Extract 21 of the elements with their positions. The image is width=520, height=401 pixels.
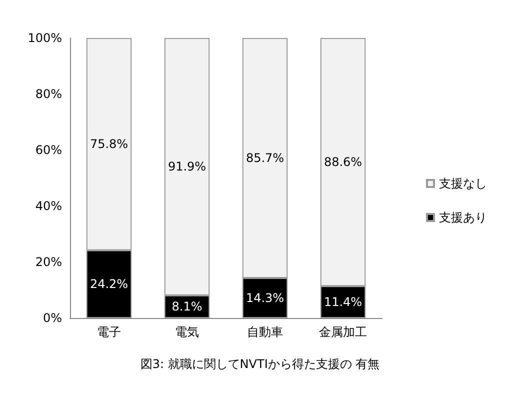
data-label: 91.9% bbox=[168, 160, 206, 174]
data-label: 11.4% bbox=[324, 295, 362, 310]
y-tick-label: 20% bbox=[35, 255, 62, 269]
y-tick-label: 80% bbox=[35, 87, 62, 101]
data-label: 75.8% bbox=[90, 137, 128, 152]
legend-label: 支援あり bbox=[439, 210, 487, 224]
y-tick-label: 40% bbox=[35, 199, 62, 213]
x-tick-label: 金属加工 bbox=[319, 325, 367, 339]
y-tick-label: 60% bbox=[35, 143, 62, 157]
y-tick-label: 100% bbox=[28, 31, 62, 45]
x-tick-label: 電子 bbox=[97, 325, 121, 339]
text: 図3: 就職に関してNVTIから得た支援の 有無 bbox=[140, 357, 380, 371]
y-tick-label: 0% bbox=[42, 311, 62, 325]
legend-label: 支援なし bbox=[439, 176, 487, 190]
x-tick-label: 自動車 bbox=[247, 325, 283, 339]
data-label: 24.2% bbox=[90, 277, 128, 292]
x-tick-label: 電気 bbox=[175, 325, 199, 339]
data-label: 88.6% bbox=[324, 155, 362, 170]
data-label: 8.1% bbox=[172, 300, 202, 314]
data-label: 85.7% bbox=[246, 150, 284, 165]
data-label: 14.3% bbox=[246, 290, 284, 305]
